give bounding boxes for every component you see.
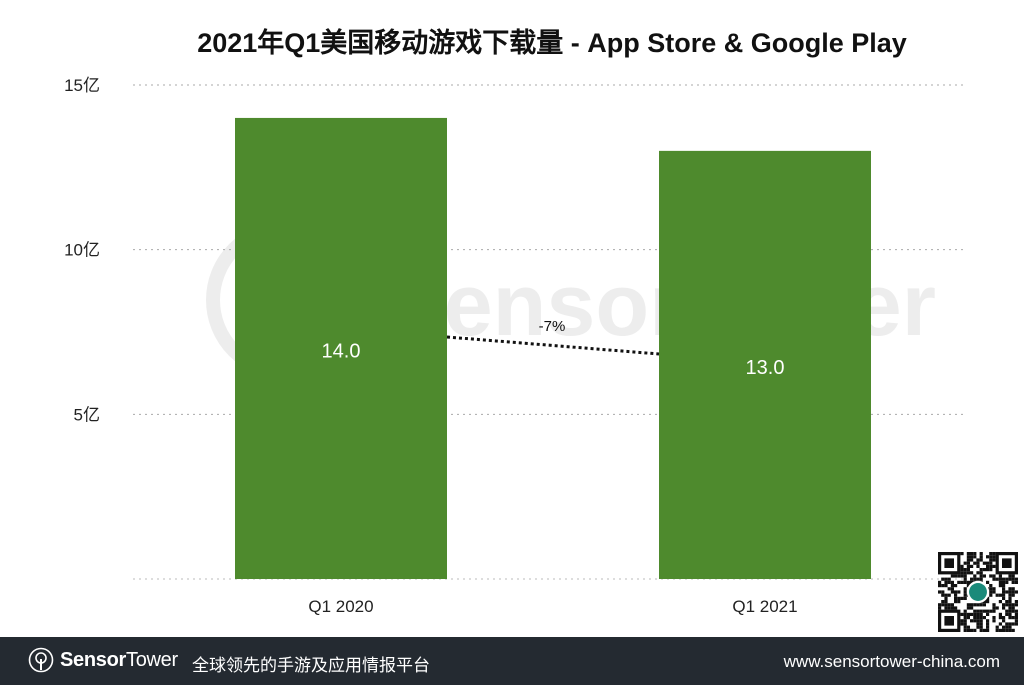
sensortower-logo: SensorTower [28, 647, 178, 673]
y-tick-label: 15亿 [64, 76, 100, 95]
bar [235, 117, 447, 579]
data-label: 14.0 [322, 340, 361, 362]
change-annotation: -7% [539, 318, 566, 335]
x-tick-label: Q1 2020 [308, 597, 373, 616]
brand-tower: Tower [126, 648, 178, 671]
chart-title: 2021年Q1美国移动游戏下载量 - App Store & Google Pl… [197, 27, 907, 58]
x-tick-label: Q1 2021 [732, 597, 797, 616]
bar-chart: SensorTower 2021年Q1美国移动游戏下载量 - App Store… [64, 27, 965, 616]
bar [659, 150, 871, 579]
footer: SensorTower 全球领先的手游及应用情报平台 www.sensortow… [0, 637, 1024, 685]
brand-sensor: Sensor [60, 648, 127, 671]
data-label: 13.0 [746, 357, 785, 379]
qr-code [938, 552, 1018, 632]
y-tick-label: 5亿 [74, 405, 100, 424]
slogan: 全球领先的手游及应用情报平台 [192, 656, 430, 675]
y-tick-label: 10亿 [64, 241, 100, 260]
website-link[interactable]: www.sensortower-china.com [783, 652, 1000, 671]
sensortower-icon [28, 647, 54, 673]
